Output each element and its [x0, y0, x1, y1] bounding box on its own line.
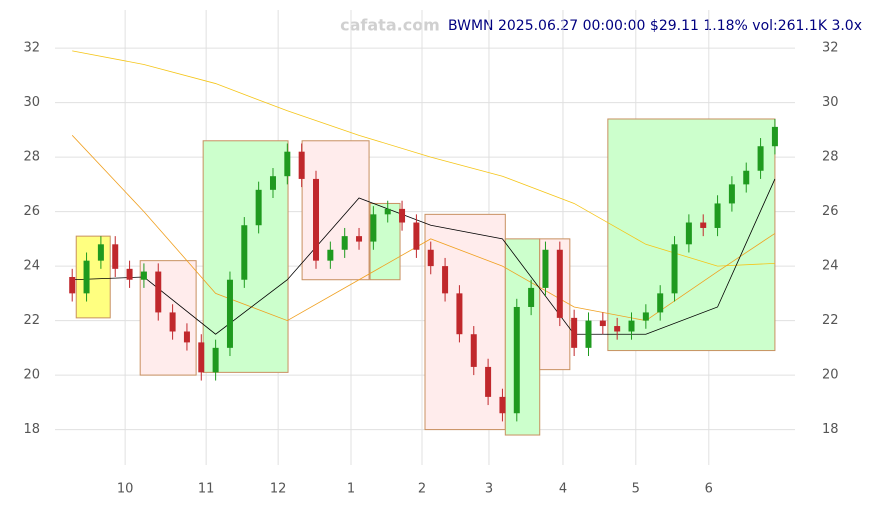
x-tick-label: 4 [559, 482, 567, 497]
x-tick-label: 11 [198, 482, 215, 497]
candle-body [212, 347, 219, 373]
candle-body [97, 244, 104, 261]
y-tick-label: 30 [822, 95, 839, 110]
zone [424, 213, 506, 431]
moving-average [72, 50, 775, 267]
candle-body [327, 249, 334, 261]
zone [139, 260, 197, 376]
candle-body [642, 312, 649, 321]
candle-body [728, 184, 735, 204]
y-tick-label: 18 [23, 422, 40, 437]
candle-body [757, 146, 764, 171]
x-tick-label: 6 [705, 482, 713, 497]
y-tick-label: 28 [822, 150, 839, 165]
candle-body [499, 396, 506, 414]
candle-body [112, 244, 119, 269]
candle-body [513, 306, 520, 414]
candle-body [743, 170, 750, 185]
candle-body [528, 287, 535, 307]
candle-body [571, 317, 578, 348]
candle-body [413, 222, 420, 250]
candle-body [313, 178, 320, 261]
moving-average [72, 178, 776, 335]
y-tick-label: 22 [23, 313, 40, 328]
candle-body [671, 244, 678, 294]
candle-body [485, 366, 492, 397]
candle-body [657, 293, 664, 313]
y-tick-label: 20 [23, 368, 40, 383]
y-tick-label: 24 [822, 259, 839, 274]
candle-body [370, 214, 377, 242]
watermark: cafata.com [340, 16, 440, 35]
y-tick-label: 32 [23, 41, 40, 56]
candle-body [628, 320, 635, 332]
candle-body [542, 249, 549, 288]
candle-body [83, 260, 90, 294]
y-tick-label: 22 [822, 313, 839, 328]
candle-body [183, 331, 190, 343]
candle-body [298, 151, 305, 179]
candle-body [356, 236, 363, 242]
x-tick-label: 3 [485, 482, 493, 497]
y-tick-label: 18 [822, 422, 839, 437]
candle-body [614, 326, 621, 332]
candle-body [284, 151, 291, 177]
y-tick-label: 26 [822, 204, 839, 219]
x-tick-label: 10 [117, 482, 134, 497]
y-tick-label: 30 [23, 95, 40, 110]
candle-body [140, 271, 147, 280]
candle-body [685, 222, 692, 245]
y-tick-label: 32 [822, 41, 839, 56]
candle-body [341, 236, 348, 250]
candle-body [255, 189, 262, 226]
candle-body [155, 271, 162, 313]
candle-body [456, 293, 463, 335]
y-tick-label: 20 [822, 368, 839, 383]
y-tick-label: 24 [23, 259, 40, 274]
x-tick-label: 2 [418, 482, 426, 497]
candle-body [226, 279, 233, 348]
zone [301, 140, 370, 281]
candle-body [399, 208, 406, 223]
candle-body [585, 320, 592, 348]
x-tick-label: 1 [347, 482, 355, 497]
candle-body [556, 249, 563, 318]
candle-body [599, 320, 606, 327]
y-tick-label: 26 [23, 204, 40, 219]
x-tick-label: 12 [270, 482, 287, 497]
candle-body [470, 334, 477, 367]
candle-body [241, 225, 248, 280]
candle-body [714, 203, 721, 228]
candle-body [700, 222, 707, 228]
candle-body [427, 249, 434, 267]
candle-body [269, 176, 276, 190]
x-tick-label: 5 [632, 482, 640, 497]
candle-body [442, 266, 449, 294]
zone [75, 235, 111, 319]
moving-average [71, 135, 776, 322]
chart-title: BWMN 2025.06.27 00:00:00 $29.11 1.18% vo… [448, 18, 862, 34]
candle-body [771, 126, 778, 147]
candle-body [169, 312, 176, 332]
candle-body [126, 268, 133, 280]
candle-body [198, 342, 205, 373]
candle-body [69, 277, 76, 294]
candle-body [384, 208, 391, 215]
y-tick-label: 28 [23, 150, 40, 165]
zone [504, 238, 541, 436]
